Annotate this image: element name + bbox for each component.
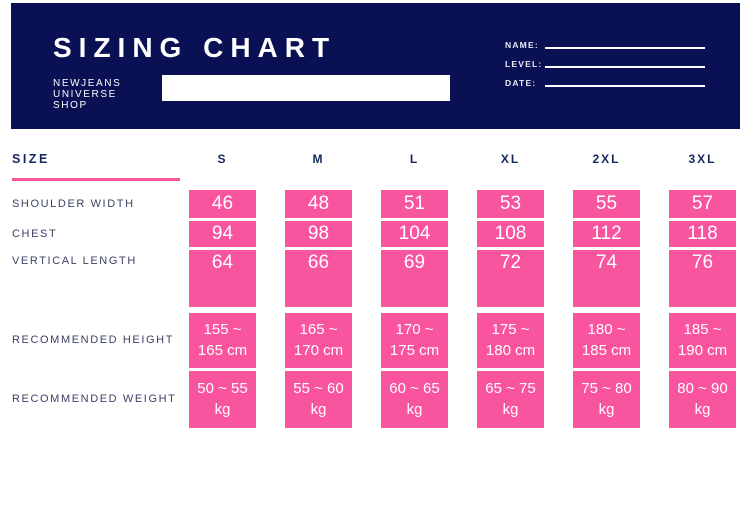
size-cell: 75 ~ 80 kg — [573, 370, 640, 428]
size-cell: 118 — [669, 220, 736, 247]
header-banner: SIZING CHART NEWJEANS UNIVERSE SHOP NAME… — [11, 3, 740, 129]
table-row-recommended-height: RECOMMENDED HEIGHT 155 ~ 165 cm 165 ~ 17… — [12, 312, 748, 368]
size-cell: 94 — [189, 220, 256, 247]
size-cell: 55 — [573, 189, 640, 218]
size-column-title: SIZE — [12, 152, 50, 166]
name-field-row: NAME: — [505, 40, 705, 50]
shop-name-line: UNIVERSE — [53, 88, 117, 100]
size-cell: 180 ~ 185 cm — [573, 312, 640, 368]
table-row-recommended-weight: RECOMMENDED WEIGHT 50 ~ 55 kg 55 ~ 60 kg… — [12, 370, 748, 428]
size-table-header-row: SIZE S M L XL 2XL 3XL — [12, 152, 748, 166]
shop-name-line: NEWJEANS — [53, 78, 122, 89]
size-table-body: SHOULDER WIDTH 46 48 51 53 55 57 CHEST 9… — [12, 189, 748, 428]
level-field-line[interactable] — [545, 66, 705, 68]
column-header-s: S — [217, 152, 228, 166]
row-label: CHEST — [12, 227, 58, 240]
name-field-label: NAME: — [505, 40, 539, 50]
level-field-row: LEVEL: — [505, 59, 705, 69]
size-cell: 64 — [189, 249, 256, 307]
size-cell: 76 — [669, 249, 736, 307]
size-cell: 175 ~ 180 cm — [477, 312, 544, 368]
shop-name-line: SHOP — [53, 99, 88, 111]
size-cell: 108 — [477, 220, 544, 247]
column-header-m: M — [312, 152, 325, 166]
date-field-label: DATE: — [505, 78, 537, 88]
size-cell: 112 — [573, 220, 640, 247]
column-header-3xl: 3XL — [688, 152, 717, 166]
column-header-2xl: 2XL — [592, 152, 621, 166]
product-name-input[interactable] — [162, 75, 450, 101]
size-cell: 69 — [381, 249, 448, 307]
column-header-l: L — [409, 152, 420, 166]
size-cell: 185 ~ 190 cm — [669, 312, 736, 368]
row-label: VERTICAL LENGTH — [12, 254, 137, 267]
name-field-line[interactable] — [545, 47, 705, 49]
size-cell: 51 — [381, 189, 448, 218]
size-cell: 74 — [573, 249, 640, 307]
size-cell: 55 ~ 60 kg — [285, 370, 352, 428]
size-header-underline — [12, 178, 180, 181]
date-field-line[interactable] — [545, 85, 705, 87]
row-label: SHOULDER WIDTH — [12, 197, 135, 210]
table-row-vertical-length: VERTICAL LENGTH 64 66 69 72 74 76 — [12, 249, 748, 307]
size-cell: 57 — [669, 189, 736, 218]
shop-name: NEWJEANS UNIVERSE SHOP — [53, 78, 122, 111]
size-cell: 80 ~ 90 kg — [669, 370, 736, 428]
size-cell: 98 — [285, 220, 352, 247]
size-cell: 60 ~ 65 kg — [381, 370, 448, 428]
table-row-shoulder-width: SHOULDER WIDTH 46 48 51 53 55 57 — [12, 189, 748, 218]
table-row-chest: CHEST 94 98 104 108 112 118 — [12, 220, 748, 247]
level-field-label: LEVEL: — [505, 59, 543, 69]
size-cell: 165 ~ 170 cm — [285, 312, 352, 368]
size-cell: 53 — [477, 189, 544, 218]
date-field-row: DATE: — [505, 78, 705, 88]
row-label: RECOMMENDED HEIGHT — [12, 334, 175, 346]
size-cell: 104 — [381, 220, 448, 247]
size-cell: 50 ~ 55 kg — [189, 370, 256, 428]
size-cell: 72 — [477, 249, 544, 307]
size-cell: 155 ~ 165 cm — [189, 312, 256, 368]
column-header-xl: XL — [500, 152, 521, 166]
size-cell: 46 — [189, 189, 256, 218]
size-cell: 66 — [285, 249, 352, 307]
size-table: SIZE S M L XL 2XL 3XL SHOULDER WIDTH 46 … — [12, 129, 748, 431]
row-label: RECOMMENDED WEIGHT — [12, 393, 177, 405]
size-cell: 48 — [285, 189, 352, 218]
page-title: SIZING CHART — [53, 32, 337, 63]
size-cell: 170 ~ 175 cm — [381, 312, 448, 368]
size-cell: 65 ~ 75 kg — [477, 370, 544, 428]
